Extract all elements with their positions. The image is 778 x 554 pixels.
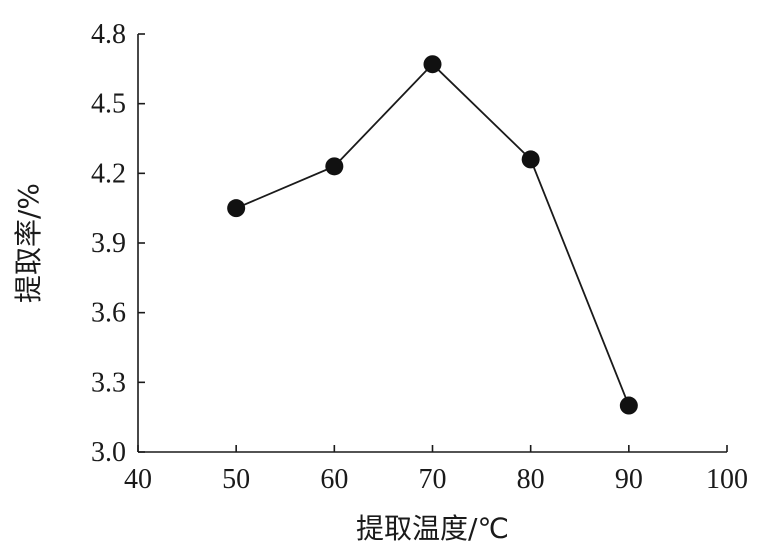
- y-axis-title: 提取率/%: [12, 183, 45, 303]
- data-point: [521, 150, 540, 169]
- axes: [137, 34, 727, 453]
- y-ticks: 3.0 3.3 3.6 3.9 4.2 4.5 4.8: [91, 19, 145, 468]
- x-ticks: 40 50 60 70 80 90 100: [124, 445, 748, 495]
- x-tick-label: 50: [222, 464, 250, 495]
- x-tick-label: 70: [419, 464, 447, 495]
- data-point: [325, 157, 344, 176]
- data-point: [423, 55, 442, 74]
- data-points: [227, 55, 638, 415]
- x-tick-label: 100: [706, 464, 748, 495]
- y-tick-label: 4.5: [91, 89, 126, 120]
- series-line: [235, 62, 630, 406]
- x-tick-label: 60: [320, 464, 348, 495]
- x-axis-title: 提取温度/℃: [356, 512, 509, 545]
- x-tick-label: 40: [124, 464, 152, 495]
- y-tick-label: 4.8: [91, 19, 126, 50]
- data-point: [227, 199, 246, 218]
- plot-area: [227, 55, 638, 415]
- y-tick-label: 3.9: [91, 228, 126, 259]
- data-point: [619, 396, 638, 415]
- x-tick-label: 90: [615, 464, 643, 495]
- y-tick-label: 4.2: [91, 158, 126, 189]
- x-tick-label: 80: [517, 464, 545, 495]
- y-tick-label: 3.3: [91, 367, 126, 398]
- y-tick-label: 3.0: [91, 437, 126, 468]
- y-tick-label: 3.6: [91, 298, 126, 329]
